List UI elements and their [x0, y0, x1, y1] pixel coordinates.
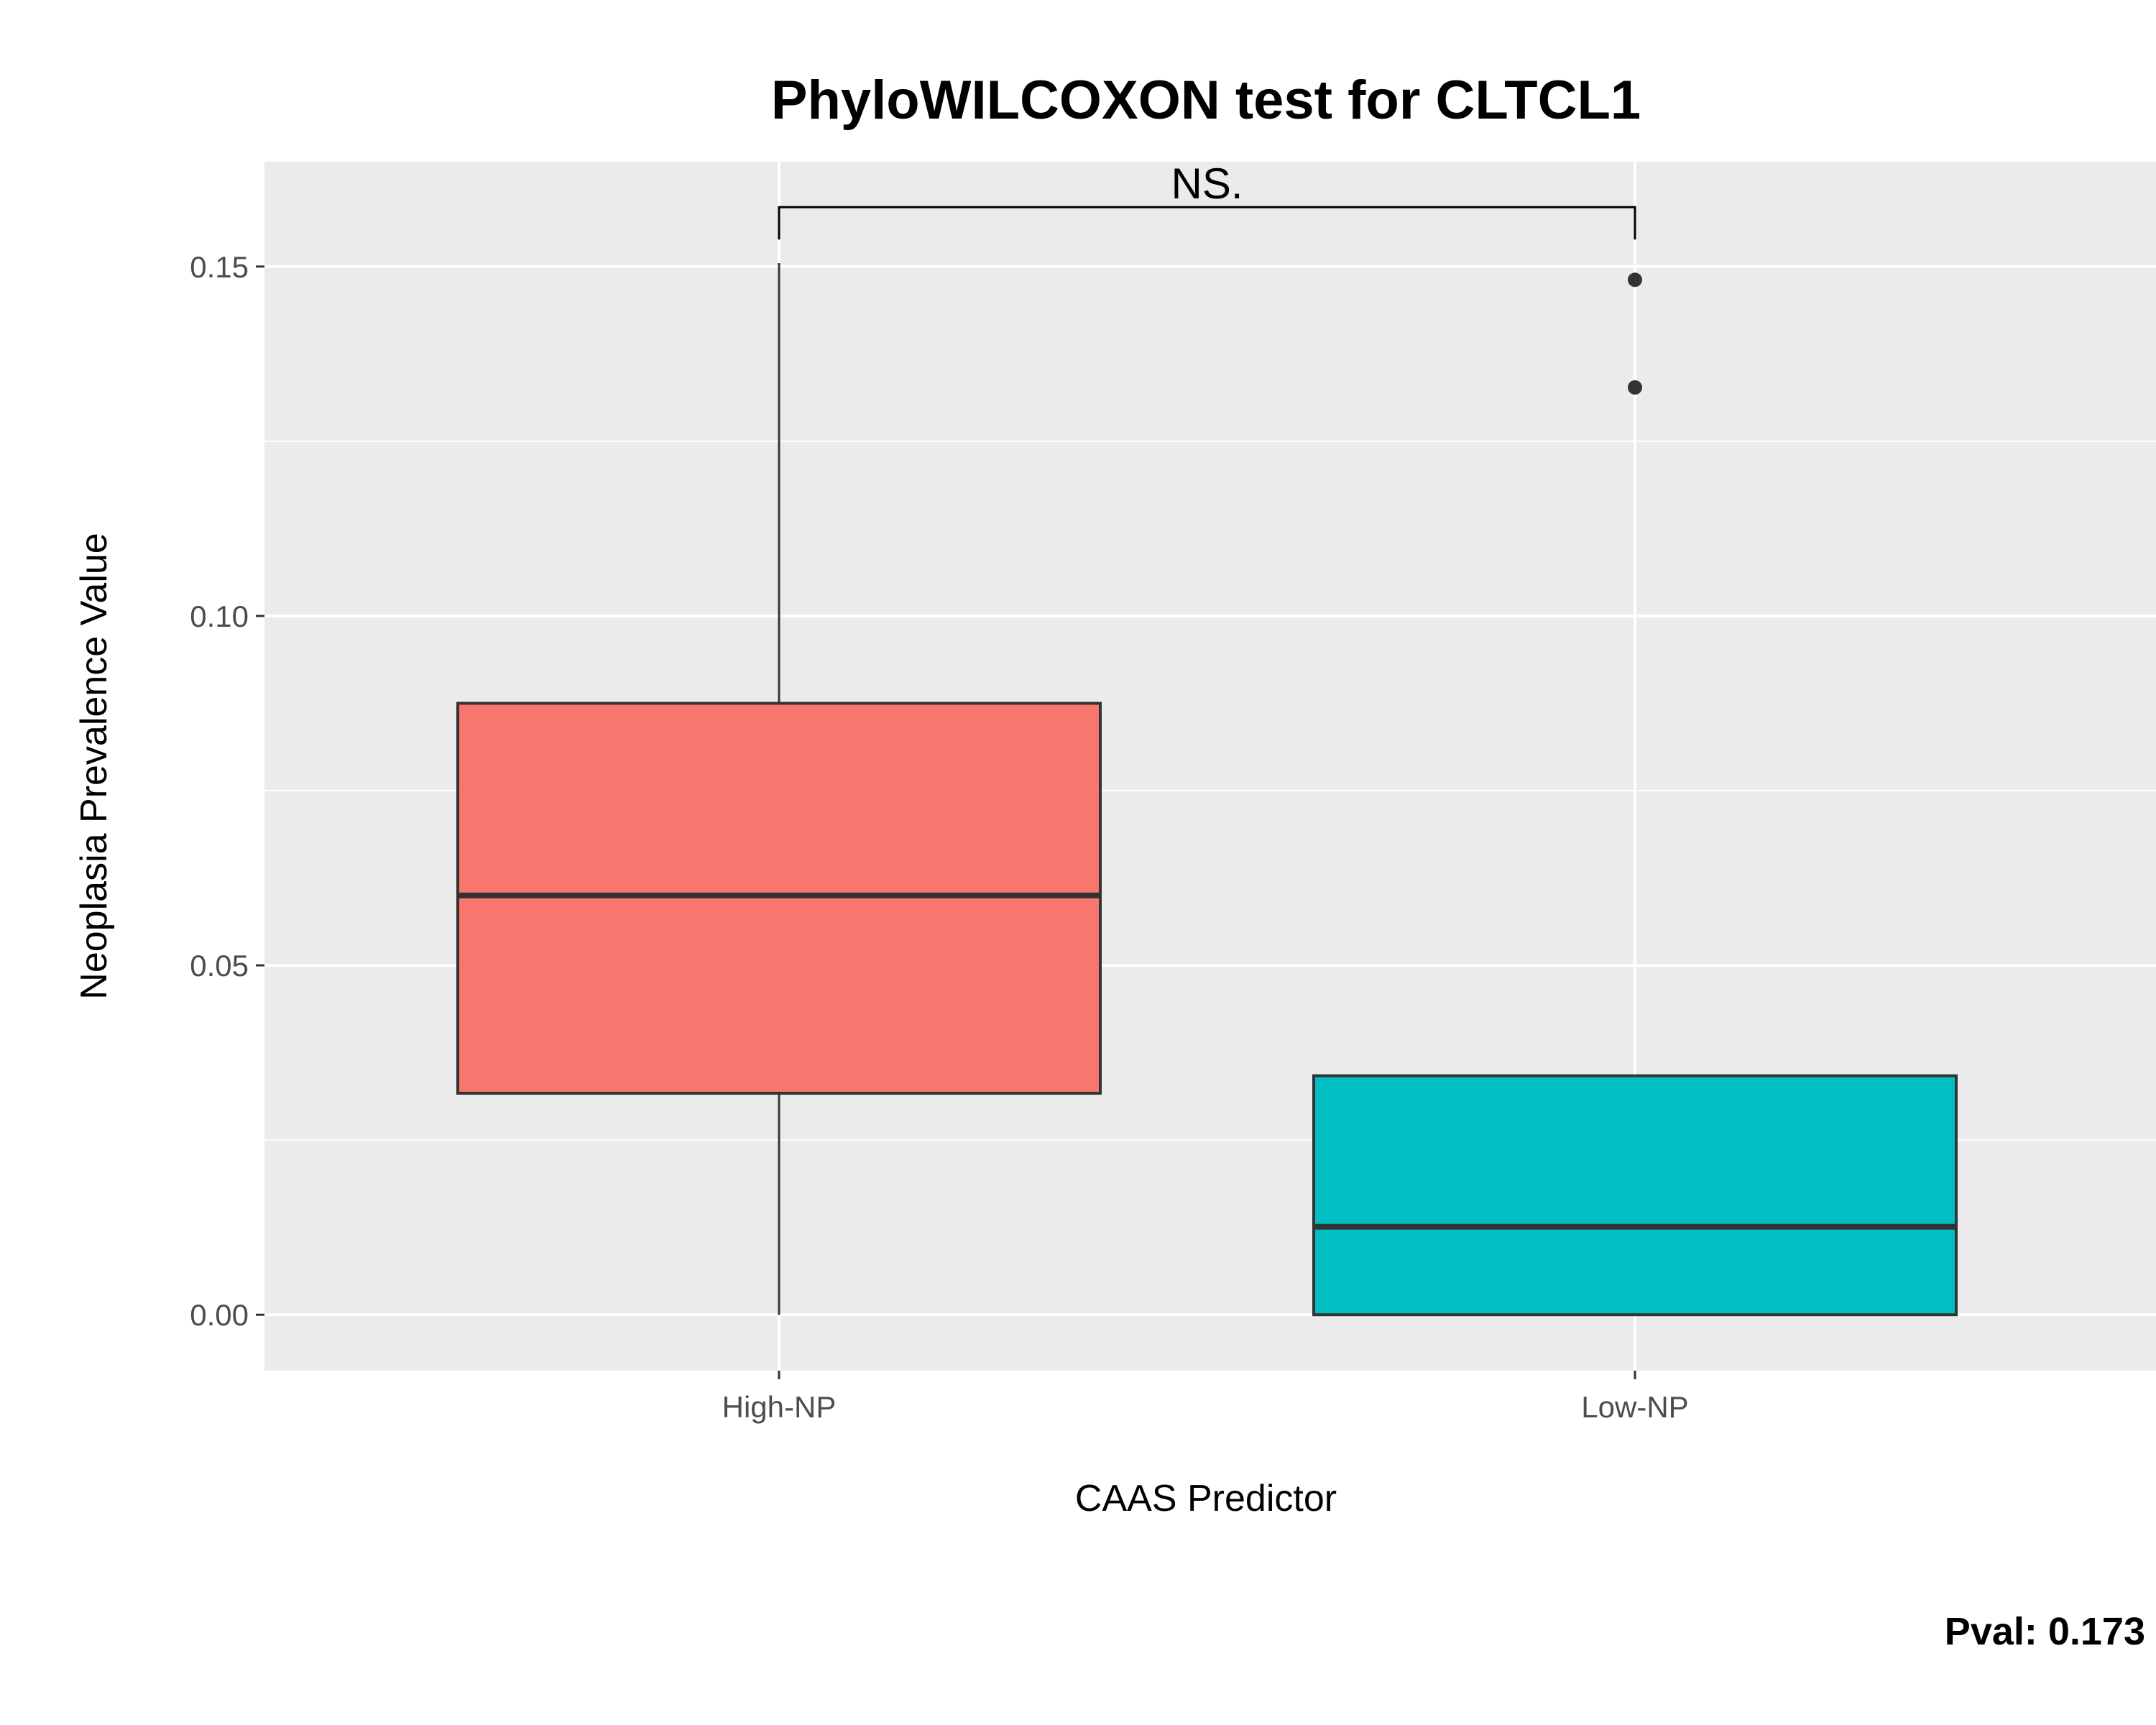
y-tick-label-3: 0.15	[190, 250, 249, 284]
chart-title: PhyloWILCOXON test for CLTCL1	[771, 70, 1641, 131]
y-tick-label-0: 0.00	[190, 1298, 249, 1332]
bracket-line	[778, 206, 1636, 240]
x-tick-label-0: High-NP	[722, 1390, 837, 1424]
y-axis-ticks: 0.00 0.05 0.10 0.15	[190, 250, 264, 1332]
significance-label: NS.	[1171, 160, 1243, 208]
boxes	[456, 702, 1958, 1317]
pvalue-caption: Pval: 0.173	[1945, 1610, 2145, 1653]
x-axis-title: CAAS Predictor	[1075, 1478, 1337, 1519]
outlier-point-1-1	[1628, 272, 1642, 288]
x-axis-ticks: High-NP Low-NP	[722, 1371, 1689, 1424]
y-axis-title: Neoplasia Prevalence Value	[73, 533, 115, 999]
y-tick-label-2: 0.10	[190, 599, 249, 633]
significance-bracket: NS.	[778, 160, 1636, 240]
y-tick-label-1: 0.05	[190, 949, 249, 983]
x-tick-label-1: Low-NP	[1581, 1390, 1688, 1424]
outlier-point-1-0	[1628, 380, 1642, 395]
box-1	[1312, 1074, 1958, 1317]
outliers	[1628, 272, 1642, 395]
